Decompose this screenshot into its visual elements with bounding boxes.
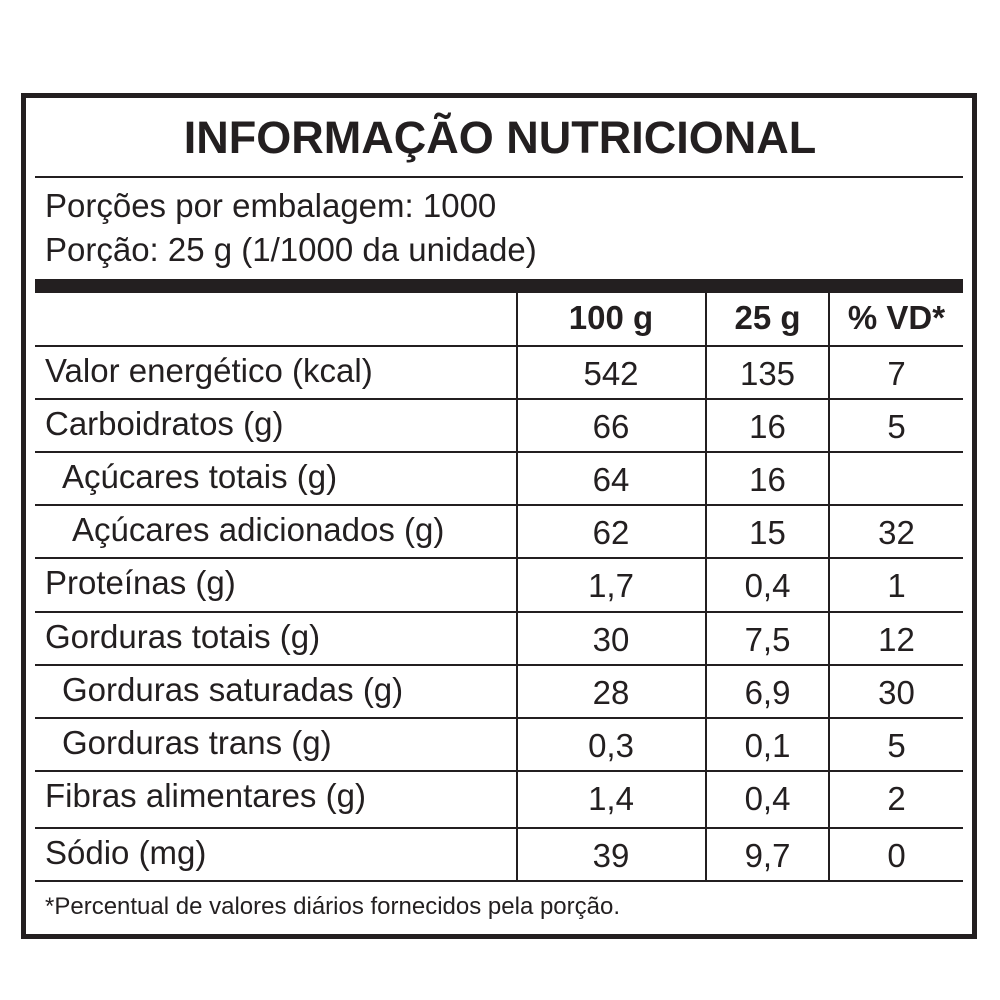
table-row: Fibras alimentares (g) 1,4 0,4 2 <box>35 771 963 828</box>
value-per-100g: 39 <box>592 837 630 874</box>
row-divider <box>35 345 963 347</box>
table-row: Açúcares totais (g) 64 16 <box>35 452 963 505</box>
row-divider <box>35 504 963 506</box>
value-percent-dv: 5 <box>887 408 906 445</box>
nutrient-name: Gorduras saturadas (g) <box>62 671 404 708</box>
value-per-serving: 16 <box>749 408 786 445</box>
table-row: Sódio (mg) 39 9,7 0 <box>35 828 963 881</box>
row-divider <box>35 664 963 666</box>
table-row: Gorduras saturadas (g) 28 6,9 30 <box>35 665 963 718</box>
row-divider <box>35 827 963 829</box>
value-percent-dv: 32 <box>878 514 915 551</box>
value-percent-dv: 0 <box>887 837 906 874</box>
table-row: Valor energético (kcal) 542 135 7 <box>35 346 963 399</box>
row-divider <box>35 451 963 453</box>
row-divider <box>35 557 963 559</box>
footnote: *Percentual de valores diários fornecido… <box>45 893 621 920</box>
table-row: Açúcares adicionados (g) 62 15 32 <box>35 505 963 558</box>
row-divider <box>35 880 963 882</box>
value-per-serving: 0,4 <box>744 567 791 604</box>
serving-size: Porção: 25 g (1/1000 da unidade) <box>45 231 537 268</box>
nutrient-name: Gorduras totais (g) <box>45 618 321 655</box>
table-row: Proteínas (g) 1,7 0,4 1 <box>35 558 963 612</box>
value-per-100g: 30 <box>592 621 630 658</box>
value-per-100g: 1,7 <box>588 567 634 604</box>
label-border <box>21 93 977 939</box>
value-per-100g: 64 <box>592 461 630 498</box>
column-header-100g: 100 g <box>568 299 654 336</box>
title-divider <box>35 176 963 178</box>
value-per-100g: 28 <box>592 674 630 711</box>
value-per-serving: 6,9 <box>744 674 791 711</box>
table-header-row: 100 g 25 g % VD* <box>35 293 963 346</box>
value-percent-dv <box>830 452 963 505</box>
column-header-vd: % VD* <box>847 299 946 336</box>
row-divider <box>35 717 963 719</box>
row-divider <box>35 770 963 772</box>
value-percent-dv: 5 <box>887 727 906 764</box>
value-percent-dv: 2 <box>887 780 906 817</box>
nutrient-name: Gorduras trans (g) <box>62 724 332 761</box>
row-divider <box>35 611 963 613</box>
nutrient-name: Carboidratos (g) <box>45 405 284 442</box>
nutrient-name: Valor energético (kcal) <box>45 352 373 389</box>
value-per-serving: 9,7 <box>744 837 791 874</box>
column-header-serving: 25 g <box>734 299 801 336</box>
value-per-100g: 62 <box>592 514 630 551</box>
value-percent-dv: 30 <box>878 674 915 711</box>
table-row: Carboidratos (g) 66 16 5 <box>35 399 963 452</box>
row-divider <box>35 398 963 400</box>
nutrient-name: Sódio (mg) <box>45 834 207 871</box>
value-percent-dv: 12 <box>878 621 915 658</box>
nutrient-name: Açúcares adicionados (g) <box>72 511 445 548</box>
column-divider <box>516 293 518 882</box>
nutrient-name: Proteínas (g) <box>45 564 236 601</box>
value-per-100g: 542 <box>583 355 639 392</box>
nutrient-name: Açúcares totais (g) <box>62 458 338 495</box>
value-per-100g: 0,3 <box>588 727 634 764</box>
column-divider <box>705 293 707 882</box>
value-percent-dv: 7 <box>887 355 906 392</box>
thick-divider <box>35 279 963 293</box>
value-per-serving: 0,4 <box>744 780 791 817</box>
value-per-serving: 16 <box>749 461 786 498</box>
label-title: INFORMAÇÃO NUTRICIONAL <box>183 112 817 163</box>
value-per-100g: 66 <box>592 408 630 445</box>
servings-per-package: Porções por embalagem: 1000 <box>45 187 497 224</box>
value-per-serving: 0,1 <box>744 727 791 764</box>
value-per-serving: 15 <box>749 514 786 551</box>
table-row: Gorduras totais (g) 30 7,5 12 <box>35 612 963 665</box>
value-per-serving: 135 <box>739 355 796 392</box>
nutrient-name: Fibras alimentares (g) <box>45 777 366 814</box>
value-percent-dv: 1 <box>887 567 906 604</box>
column-divider <box>828 293 830 882</box>
value-per-100g: 1,4 <box>588 780 634 817</box>
table-row: Gorduras trans (g) 0,3 0,1 5 <box>35 718 963 771</box>
value-per-serving: 7,5 <box>744 621 791 658</box>
